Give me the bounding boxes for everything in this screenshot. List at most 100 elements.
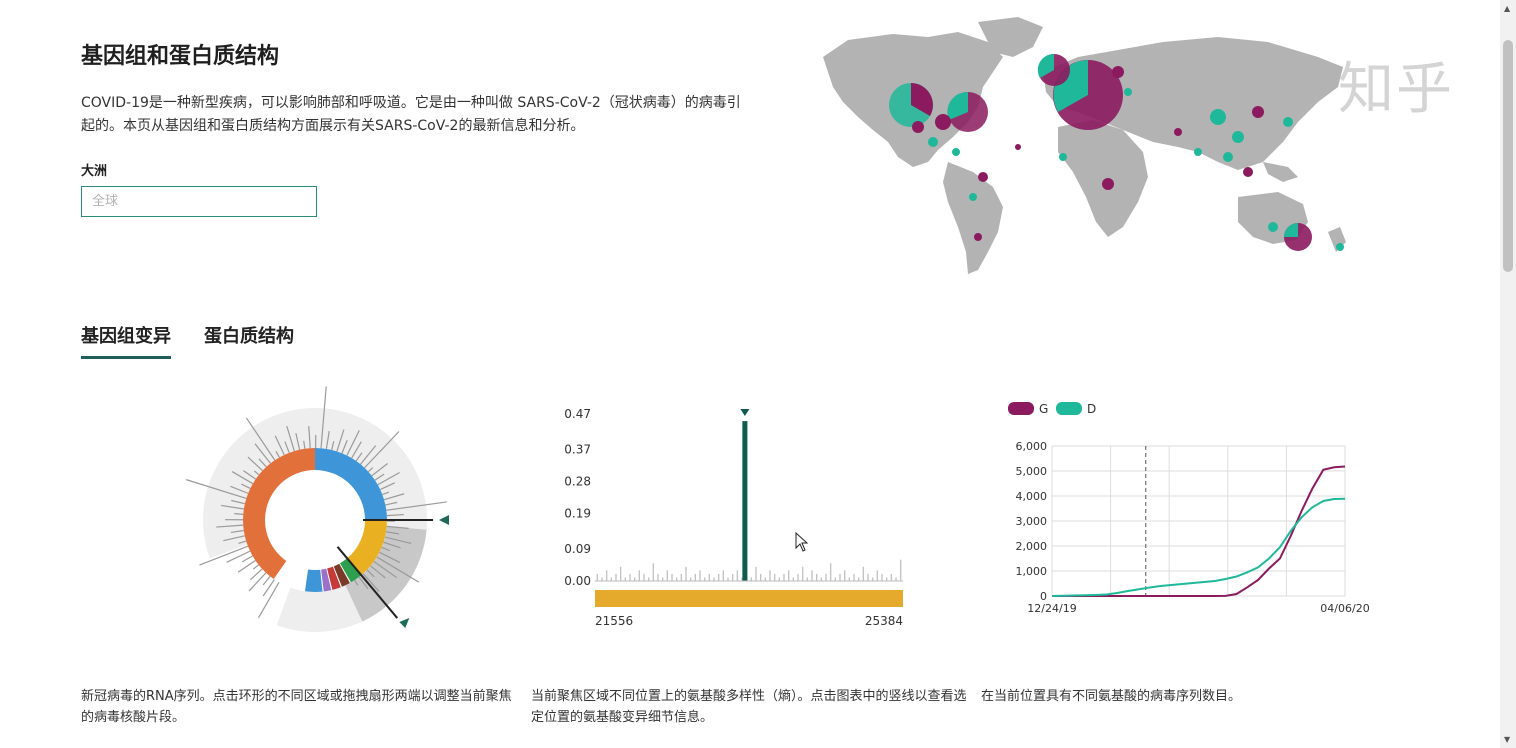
ring-spike — [257, 582, 280, 619]
y-tick-label: 0 — [1040, 590, 1047, 603]
handle-start-triangle-icon[interactable] — [439, 515, 449, 525]
ring-spike — [336, 429, 345, 452]
continent-input[interactable] — [81, 186, 317, 217]
ring-spike — [385, 531, 399, 535]
scrollbar[interactable]: ▲ ▼ — [1500, 0, 1516, 748]
ring-spike — [262, 575, 271, 586]
ring-spike — [383, 493, 405, 501]
ring-spike — [245, 417, 276, 461]
selected-entropy-bar[interactable] — [742, 421, 748, 581]
focus-sector[interactable] — [345, 526, 427, 622]
ring-segment-m[interactable] — [327, 566, 341, 590]
ring-spike — [386, 513, 404, 517]
ring-segment-orf1a[interactable] — [243, 448, 315, 579]
ring-spike — [231, 499, 246, 505]
ring-spike — [247, 456, 263, 472]
ring-spike — [379, 551, 401, 564]
y-tick-label: 0.19 — [564, 506, 591, 520]
map-markers — [889, 53, 1344, 251]
ring-spike — [230, 529, 244, 534]
ring-spike — [284, 441, 290, 453]
x-tick-start: 12/24/19 — [1027, 602, 1076, 615]
ring-spike — [381, 546, 391, 552]
ring-segment-n[interactable] — [304, 569, 323, 592]
ring-spike — [358, 576, 369, 590]
ring-spike — [286, 425, 295, 452]
ring-spike — [303, 440, 306, 449]
world-map[interactable] — [818, 12, 1363, 277]
ring-spike — [248, 572, 267, 592]
ring-spike — [258, 458, 267, 468]
tab-protein-structure[interactable]: 蛋白质结构 — [204, 326, 294, 347]
ring-spike — [199, 545, 249, 566]
ring-spike — [234, 513, 244, 515]
ring-segment-orf1b[interactable] — [315, 448, 387, 520]
selected-marker-icon[interactable] — [740, 409, 750, 416]
ring-segment-orf3[interactable] — [340, 558, 362, 583]
y-tick-label: 1,000 — [1016, 565, 1048, 578]
legend-label-d: D — [1087, 402, 1096, 416]
ring-spike — [385, 501, 398, 506]
ring-spike — [238, 540, 247, 544]
legend-label-g: G — [1039, 402, 1048, 416]
drag-handle-end[interactable] — [336, 546, 399, 619]
ring-spike — [354, 579, 359, 586]
ring-spike — [237, 559, 256, 573]
ring-spike — [373, 561, 398, 579]
ring-spike — [384, 536, 412, 545]
rna-sequence-ring[interactable] — [180, 385, 450, 655]
ring-spike — [331, 441, 335, 451]
ring-spike — [223, 535, 245, 542]
y-tick-label: 0.47 — [564, 407, 591, 421]
y-tick-label: 3,000 — [1016, 515, 1048, 528]
entropy-chart[interactable]: 0.47 0.37 0.28 0.19 0.09 0.00 21556 25384 — [555, 395, 925, 645]
ring-spike — [241, 555, 253, 563]
y-tick-label: 2,000 — [1016, 540, 1048, 553]
ring-spike — [386, 525, 409, 529]
ring-spike — [364, 431, 400, 469]
ring-spike — [185, 479, 247, 500]
ring-spike — [351, 441, 362, 459]
ring-spike — [366, 569, 375, 578]
ring-spike — [275, 451, 280, 458]
x-tick-end: 25384 — [865, 614, 903, 628]
ring-spike — [230, 485, 249, 494]
y-tick-label: 0.09 — [564, 542, 591, 556]
ring-caption: 新冠病毒的RNA序列。点击环形的不同区域或拖拽扇形两端以调整当前聚焦的病毒核酸片… — [81, 689, 512, 725]
ring-spike — [325, 431, 330, 450]
scroll-down-arrow-icon[interactable]: ▼ — [1504, 735, 1511, 744]
ring-spike — [374, 473, 385, 481]
ring-spike — [341, 440, 348, 454]
ring-spike — [380, 482, 396, 491]
map-land — [823, 17, 1346, 274]
legend: G D — [1008, 402, 1096, 416]
x-tick-start: 21556 — [595, 614, 633, 628]
ring-segment-e[interactable] — [333, 563, 350, 587]
ring-spike — [346, 430, 360, 456]
mutation-count-chart[interactable]: G D 0 1,000 2,000 3,000 4,000 5,000 6,000 12/2… — [1000, 395, 1390, 625]
ring-segment-spike[interactable] — [347, 520, 387, 576]
ring-spike — [376, 556, 420, 583]
ring-spike — [231, 471, 254, 485]
ring-spike — [382, 491, 390, 496]
scrollbar-thumb[interactable] — [1503, 40, 1513, 272]
ring-spike — [383, 541, 401, 549]
tab-genome-variation[interactable]: 基因组变异 — [81, 322, 171, 359]
ring-spike — [377, 472, 400, 486]
ring-spike — [254, 443, 271, 464]
y-tick-label: 0.37 — [564, 443, 591, 457]
entropy-range-bar[interactable] — [595, 590, 903, 607]
ring-spike — [360, 445, 377, 465]
y-tick-label: 0.00 — [564, 574, 591, 588]
mouse-cursor-icon — [795, 532, 809, 552]
continent-filter-label: 大洲 — [81, 164, 108, 179]
ring-spike — [221, 504, 244, 510]
handle-end-triangle-icon[interactable] — [399, 618, 410, 629]
y-tick-label: 0.28 — [564, 475, 591, 489]
ring-segment-orf6[interactable] — [321, 568, 332, 592]
ring-spike — [243, 470, 257, 480]
scroll-up-arrow-icon[interactable]: ▲ — [1504, 4, 1511, 13]
ring-spike — [253, 470, 260, 476]
series-line-d — [1051, 497, 1346, 597]
ring-spike — [226, 550, 251, 563]
